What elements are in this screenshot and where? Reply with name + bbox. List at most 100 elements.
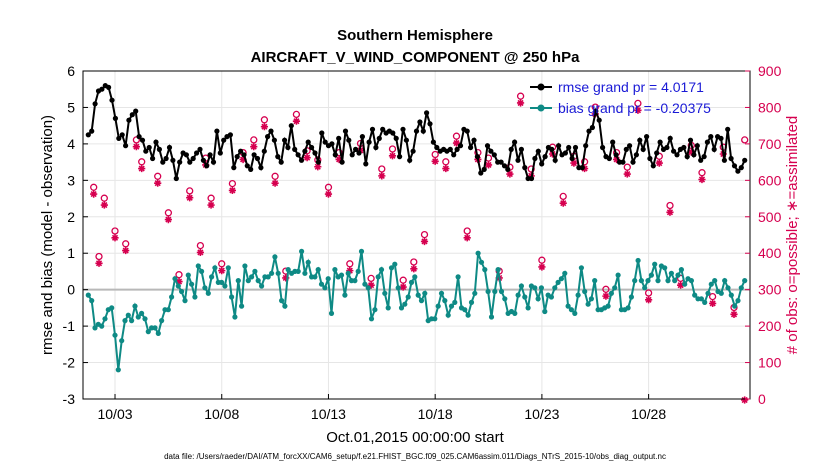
bias-point	[265, 274, 271, 280]
bias-point	[728, 292, 734, 298]
rmse-point	[285, 144, 291, 151]
bias-point	[562, 270, 568, 276]
bias-point	[712, 278, 718, 284]
rmse-point	[427, 121, 433, 127]
rmse-point	[92, 101, 98, 107]
bias-point	[442, 298, 448, 304]
bias-point	[312, 274, 318, 280]
obs-possible-marker	[410, 258, 418, 266]
bias-point	[122, 318, 128, 324]
obs-assimilated-marker	[250, 143, 258, 151]
obs-possible-marker	[138, 158, 146, 166]
x-tick-label: 10/13	[311, 406, 346, 422]
bias-point	[412, 274, 418, 280]
y-tick-label: 6	[67, 63, 75, 79]
rmse-point	[474, 154, 480, 160]
rmse-point	[336, 135, 342, 141]
y-tick-label: -1	[63, 318, 76, 334]
bias-point	[535, 296, 541, 302]
bias-point	[222, 283, 228, 289]
bias-point	[608, 290, 615, 296]
bias-point	[205, 290, 211, 296]
chart-title: Southern Hemisphere	[337, 27, 493, 44]
obs-assimilated-series	[90, 99, 749, 404]
obs-assimilated-marker	[207, 201, 215, 209]
rmse-point	[687, 137, 694, 143]
rmse-point	[728, 155, 734, 162]
obs-possible-marker	[186, 187, 194, 195]
rmse-point	[265, 134, 271, 140]
obs-possible-marker	[623, 163, 631, 171]
obs-possible-marker	[666, 201, 674, 210]
bias-point	[502, 296, 508, 302]
rmse-point	[417, 119, 423, 125]
obs-assimilated-marker	[687, 148, 695, 156]
rmse-point	[572, 144, 579, 151]
rmse-point	[231, 165, 237, 171]
obs-possible-marker	[431, 150, 439, 159]
bias-point	[742, 278, 748, 284]
rmse-point	[221, 137, 227, 143]
obs-assimilated-marker	[506, 170, 514, 178]
rmse-point	[738, 165, 744, 171]
y-right-tick-label: 900	[758, 63, 782, 79]
rmse-point	[363, 161, 369, 167]
obs-possible-marker	[324, 183, 333, 191]
bias-point	[362, 281, 368, 287]
bias-point	[542, 308, 548, 315]
bias-point	[552, 285, 558, 291]
rmse-series	[85, 83, 748, 182]
obs-possible-marker	[399, 276, 407, 284]
rmse-point	[190, 155, 196, 162]
obs-assimilated-marker	[175, 277, 183, 286]
bias-point	[642, 285, 648, 291]
rmse-point	[515, 157, 521, 163]
legend-bias-label: bias grand pr = -0.20375	[558, 100, 711, 116]
bias-point	[382, 290, 388, 296]
bias-point	[582, 288, 588, 295]
obs-assimilated-marker	[314, 163, 322, 171]
bias-point	[662, 265, 668, 271]
bias-point	[498, 288, 505, 295]
obs-possible-marker	[271, 172, 279, 180]
bias-point	[129, 318, 135, 324]
rmse-point	[725, 126, 731, 132]
obs-assimilated-marker	[677, 281, 685, 289]
chart-subtitle: AIRCRAFT_V_WIND_COMPONENT @ 250 hPa	[251, 49, 581, 66]
bias-point	[732, 303, 738, 309]
bias-point	[628, 294, 635, 300]
bias-point	[568, 307, 575, 313]
bias-point	[368, 316, 375, 322]
rmse-point	[143, 148, 149, 154]
bias-point	[322, 285, 328, 291]
bias-point	[422, 290, 428, 296]
bias-point	[318, 281, 325, 287]
bias-point	[275, 270, 281, 276]
rmse-point	[183, 152, 189, 158]
obs-assimilated-marker	[388, 152, 397, 160]
rmse-point	[539, 161, 545, 167]
rmse-point	[671, 148, 677, 154]
bias-point	[558, 276, 565, 282]
rmse-point	[410, 148, 416, 154]
rmse-point	[403, 137, 409, 143]
rmse-point	[342, 128, 349, 134]
bias-point	[172, 276, 178, 282]
x-tick-label: 10/18	[418, 406, 453, 422]
legend-rmse-label: rmse grand pr = 4.0171	[558, 79, 704, 95]
bias-point	[232, 314, 238, 320]
rmse-point	[136, 134, 142, 140]
y-right-tick-label: 600	[758, 172, 782, 188]
obs-assimilated-marker	[218, 267, 226, 275]
obs-assimilated-marker	[122, 246, 130, 255]
y-tick-label: -3	[63, 391, 76, 407]
bias-point	[688, 278, 695, 284]
rmse-point	[413, 128, 420, 134]
bias-point	[365, 285, 371, 291]
rmse-point	[295, 152, 301, 158]
y-right-tick-label: 700	[758, 136, 782, 152]
obs-assimilated-marker	[484, 161, 493, 169]
bias-point	[702, 299, 708, 305]
rmse-point	[464, 128, 470, 134]
